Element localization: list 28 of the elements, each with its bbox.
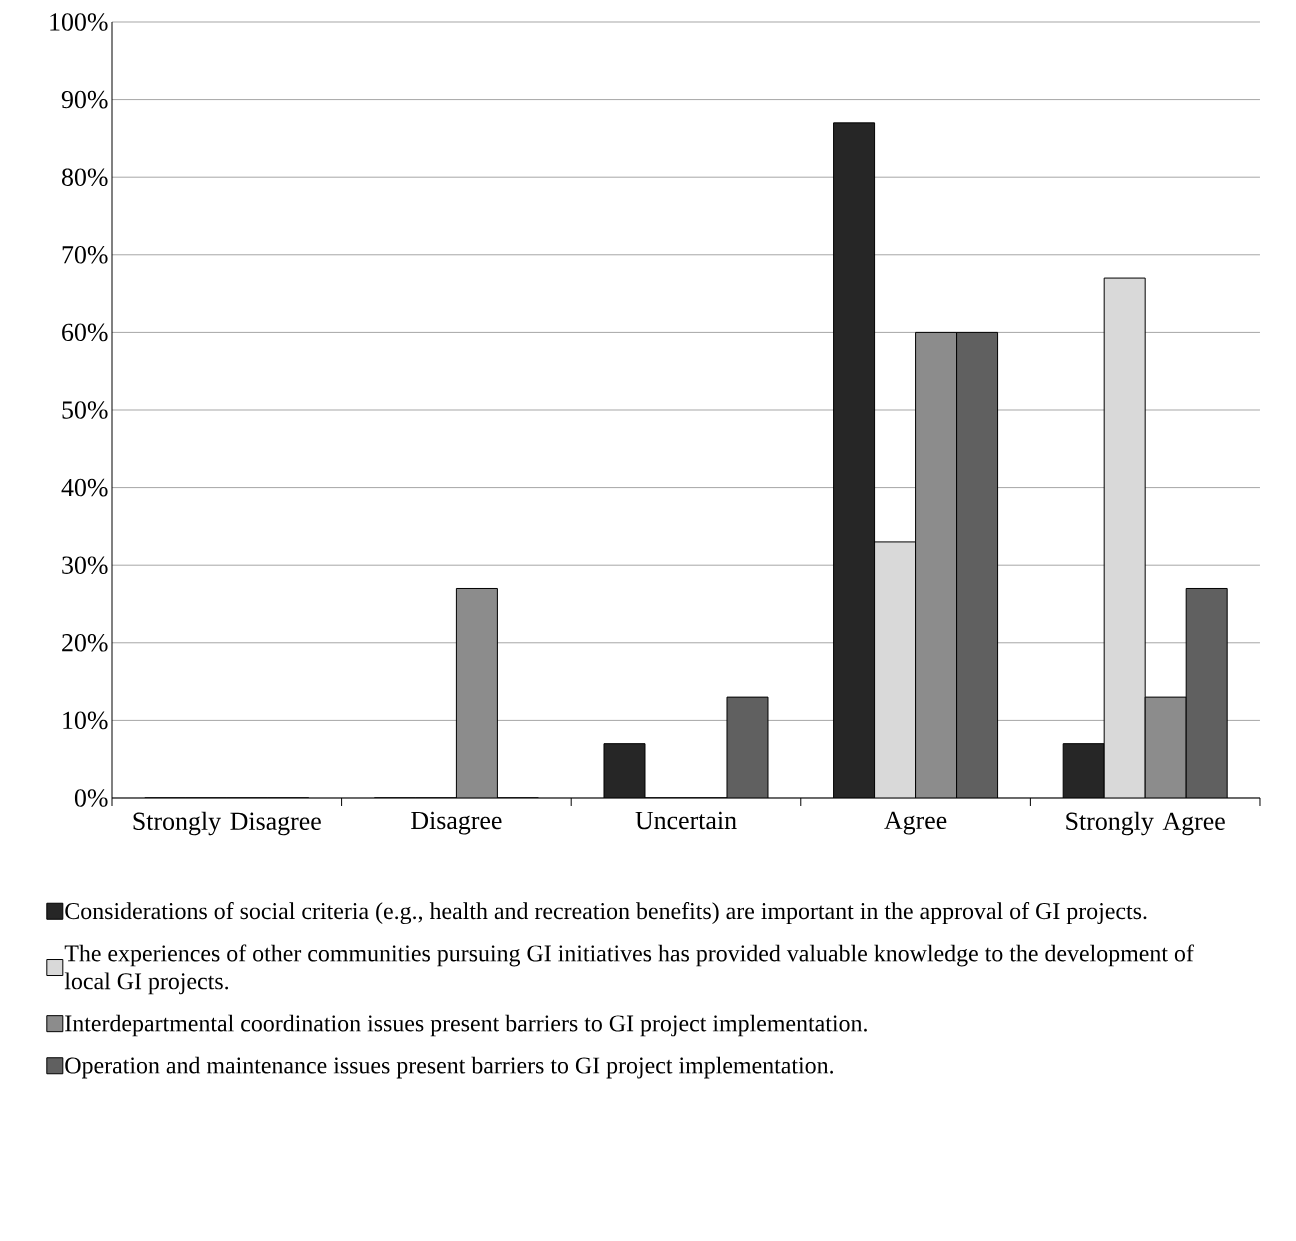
bar	[1185, 587, 1228, 798]
y-tick-label: 0%	[74, 789, 108, 807]
legend-label: Operation and maintenance issues present barriers to GI project implementation.	[65, 1056, 834, 1079]
x-tick-label: Strongly Agree	[1066, 811, 1225, 836]
x-tick-label: Uncertain	[635, 811, 737, 830]
y-tick-label: 10%	[63, 711, 108, 730]
bar	[1144, 696, 1187, 798]
bar	[1103, 277, 1146, 798]
bar	[874, 541, 916, 798]
legend-label: Interdepartmental coordination issues present barriers to GI project implementation.	[65, 1014, 867, 1037]
x-tick-label: Strongly Disagree	[133, 811, 321, 836]
y-tick-label: 20%	[62, 634, 108, 652]
legend-label: Considerations of social criteria (e.g., health and recreation benefits) are important in the approval of GI projects.	[65, 902, 1147, 925]
bar	[956, 332, 998, 798]
y-tick-label: 40%	[61, 478, 108, 497]
bar	[915, 332, 957, 798]
legend-label: The experiences of other communities pursuing GI initiatives has provided valuable knowledge to the development of local GI projects.	[64, 944, 1194, 995]
x-tick-label: Disagree	[411, 811, 502, 835]
y-tick-label: 70%	[62, 246, 108, 264]
y-tick-label: 100%	[50, 13, 108, 31]
y-tick-label: 30%	[62, 556, 108, 574]
bar	[456, 588, 498, 798]
y-tick-label: 80%	[61, 168, 108, 186]
y-tick-label: 60%	[62, 323, 108, 342]
y-tick-label: 90%	[61, 90, 108, 109]
bar	[726, 697, 768, 798]
x-tick-label: Agree	[884, 811, 947, 835]
y-tick-label: 50%	[62, 401, 108, 419]
